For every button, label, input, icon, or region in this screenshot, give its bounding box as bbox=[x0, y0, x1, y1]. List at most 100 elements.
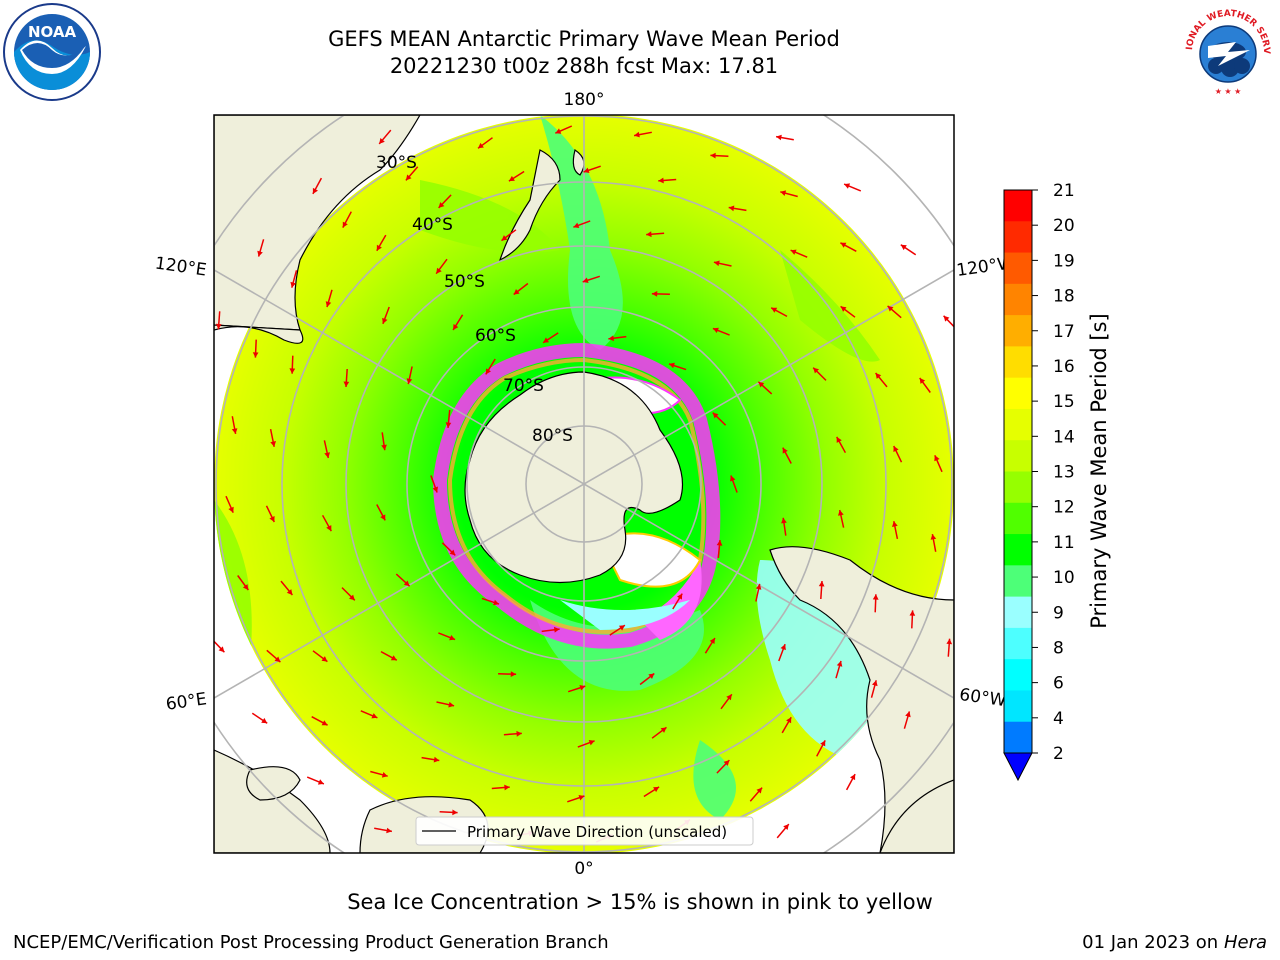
wave-arrow-head bbox=[257, 250, 263, 257]
wave-arrow-head bbox=[449, 635, 456, 641]
wave-arrow-head bbox=[755, 583, 762, 590]
wave-arrow-head bbox=[943, 315, 950, 322]
wave-arrow-head bbox=[463, 861, 468, 867]
wave-arrow-head bbox=[758, 381, 765, 388]
wave-arrow-head bbox=[653, 786, 660, 793]
colorbar-tick-label: 12 bbox=[1053, 498, 1075, 518]
wave-arrow-head bbox=[321, 720, 328, 726]
land-australia-coast bbox=[214, 324, 304, 344]
wave-arrow-head bbox=[660, 727, 667, 733]
wave-arrow-head bbox=[436, 267, 442, 274]
wave-arrow-head bbox=[289, 368, 296, 374]
lat-label-50s: 50°S bbox=[444, 272, 485, 292]
lat-label-30s: 30°S bbox=[376, 153, 417, 173]
colorbar-segment bbox=[1004, 408, 1032, 441]
wave-arrow-head bbox=[438, 202, 445, 208]
wave-arrow-head bbox=[582, 277, 589, 283]
wave-arrow-head bbox=[776, 134, 782, 141]
colorbar-segment bbox=[1004, 252, 1032, 285]
wave-arrow-head bbox=[782, 447, 788, 454]
wave-arrow-shaft bbox=[532, 880, 550, 884]
wave-arrow-head bbox=[261, 717, 268, 724]
colorbar-segment bbox=[1004, 596, 1032, 629]
wave-arrow-head bbox=[312, 187, 318, 194]
wave-arrow-head bbox=[786, 717, 792, 724]
wave-arrow-head bbox=[454, 103, 460, 109]
wave-arrow-head bbox=[390, 655, 397, 661]
wave-arrow-head bbox=[270, 441, 276, 447]
wave-arrow-head bbox=[343, 381, 350, 387]
wave-arrow-head bbox=[780, 190, 787, 196]
wave-arrow-head bbox=[403, 580, 410, 587]
wave-arrow-head bbox=[818, 581, 825, 587]
wave-arrow-shaft bbox=[535, 82, 551, 90]
wave-arrow-head bbox=[290, 281, 296, 288]
lat-label-40s: 40°S bbox=[412, 215, 453, 235]
colorbar-tick-label: 4 bbox=[1053, 709, 1064, 729]
wave-arrow-head bbox=[919, 378, 926, 384]
wave-arrow-head bbox=[836, 660, 843, 667]
colorbar-segment bbox=[1004, 346, 1032, 379]
footer-right: 01 Jan 2023 on Hera bbox=[1082, 932, 1267, 953]
wave-arrow-head bbox=[669, 362, 675, 369]
ice-caption: Sea Ice Concentration > 15% is shown in … bbox=[347, 890, 933, 914]
legend-label: Primary Wave Direction (unscaled) bbox=[467, 823, 727, 841]
wave-arrow-head bbox=[448, 701, 455, 708]
wave-arrow-head bbox=[535, 85, 541, 90]
wave-arrow-head bbox=[900, 244, 907, 251]
colorbar-segment bbox=[1004, 627, 1032, 660]
map-area bbox=[191, 82, 981, 884]
colorbar-segment bbox=[1004, 377, 1032, 410]
wave-arrow-head bbox=[713, 260, 720, 267]
noaa-logo: NOAA bbox=[3, 3, 101, 101]
colorbar-segment bbox=[1004, 315, 1032, 347]
wave-arrow-head bbox=[191, 403, 197, 409]
colorbar-tick-label: 6 bbox=[1053, 674, 1064, 694]
colorbar-extend-arrow bbox=[1003, 752, 1033, 782]
wave-arrow-head bbox=[783, 824, 789, 830]
colorbar-tick-label: 2 bbox=[1053, 744, 1064, 764]
wave-arrow-head bbox=[872, 594, 879, 600]
map-frame bbox=[213, 114, 955, 854]
wave-arrow-head bbox=[379, 138, 385, 144]
wave-arrow-head bbox=[321, 656, 328, 662]
wave-arrow-head bbox=[909, 610, 916, 616]
wave-arrow-head bbox=[433, 756, 440, 763]
wave-arrow-head bbox=[648, 673, 655, 679]
wave-arrow-head bbox=[405, 174, 412, 181]
wave-arrow-head bbox=[555, 128, 562, 134]
wave-arrow-head bbox=[326, 525, 332, 532]
wave-arrow-shaft bbox=[454, 98, 468, 109]
wave-arrow-head bbox=[510, 671, 517, 677]
wave-arrow-head bbox=[269, 516, 275, 522]
wave-arrow-head bbox=[728, 205, 735, 212]
wave-arrow-head bbox=[493, 599, 499, 606]
wave-arrow-head bbox=[508, 175, 515, 182]
wave-arrow-head bbox=[708, 859, 714, 865]
wave-arrow-head bbox=[543, 337, 549, 343]
wave-arrow-shaft bbox=[450, 864, 468, 865]
wave-arrow-head bbox=[781, 517, 787, 524]
wave-arrow-head bbox=[934, 455, 940, 462]
wave-arrow-shaft bbox=[618, 84, 636, 88]
wave-arrow-head bbox=[381, 772, 388, 778]
wave-arrow-shaft bbox=[699, 859, 713, 870]
wave-arrow-shaft bbox=[971, 394, 981, 409]
wave-arrow-head bbox=[892, 521, 898, 527]
wave-arrow-head bbox=[840, 242, 847, 248]
wave-arrow-head bbox=[677, 593, 683, 600]
wave-arrow-head bbox=[726, 694, 732, 701]
nws-logo: NATIONAL WEATHER SERVICE ★ ★ ★ bbox=[1178, 2, 1276, 100]
wave-arrow-head bbox=[756, 787, 763, 794]
wave-arrow-head bbox=[504, 784, 510, 791]
colorbar-segment bbox=[1004, 659, 1032, 691]
wave-arrow-head bbox=[274, 656, 281, 663]
wave-arrow-head bbox=[485, 368, 491, 375]
wave-arrow-head bbox=[844, 183, 851, 189]
colorbar-segment bbox=[1004, 440, 1032, 472]
wave-arrow-head bbox=[453, 324, 459, 330]
svg-text:★ ★ ★: ★ ★ ★ bbox=[1215, 87, 1242, 96]
colorbar-tick-label: 19 bbox=[1053, 251, 1075, 271]
wave-arrow-head bbox=[449, 549, 456, 556]
wave-arrow-head bbox=[380, 514, 386, 521]
